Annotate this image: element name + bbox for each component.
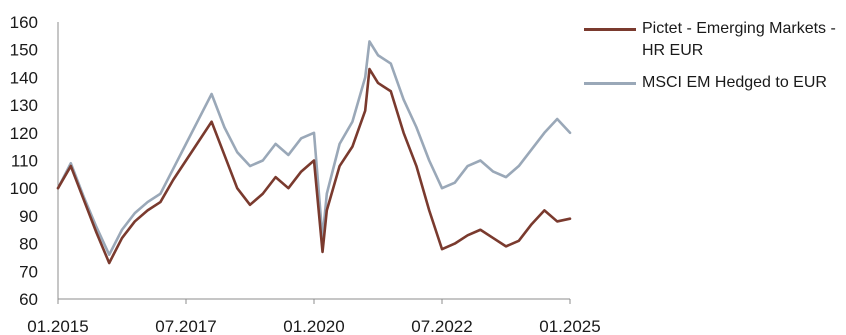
y-tick-label: 160	[10, 13, 38, 32]
y-tick-label: 150	[10, 41, 38, 60]
axes: 60 70 80 90 100 110 120 130 140 150 160 01.2015 07.2…	[10, 13, 601, 335]
y-tick-label: 130	[10, 96, 38, 115]
x-tick-label: 07.2017	[155, 317, 216, 335]
y-tick-label: 100	[10, 179, 38, 198]
legend-label-pictet: Pictet - Emerging Markets - HR EUR	[642, 20, 836, 59]
y-tick-label: 120	[10, 124, 38, 143]
series-line-pictet	[56, 67, 572, 265]
y-tick-label: 110	[11, 152, 38, 171]
legend-item-msci: MSCI EM Hedged to EUR	[584, 72, 846, 94]
series-layer	[56, 40, 572, 265]
x-tick-label: 07.2022	[411, 317, 472, 335]
x-tick-label: 01.2015	[27, 317, 88, 335]
legend-swatch-msci	[584, 82, 636, 85]
legend-item-pictet: Pictet - Emerging Markets - HR EUR	[584, 18, 846, 62]
legend-swatch-pictet	[584, 28, 636, 31]
y-tick-label: 90	[19, 207, 38, 226]
legend: Pictet - Emerging Markets - HR EUR MSCI …	[584, 18, 846, 104]
x-tick-label: 01.2020	[283, 317, 344, 335]
y-tick-label: 70	[19, 262, 38, 281]
y-tick-label: 140	[10, 68, 38, 87]
legend-label-msci: MSCI EM Hedged to EUR	[642, 74, 827, 91]
y-tick-label: 80	[19, 235, 38, 254]
x-tick-label: 01.2025	[539, 317, 600, 335]
y-tick-label: 60	[19, 290, 38, 309]
